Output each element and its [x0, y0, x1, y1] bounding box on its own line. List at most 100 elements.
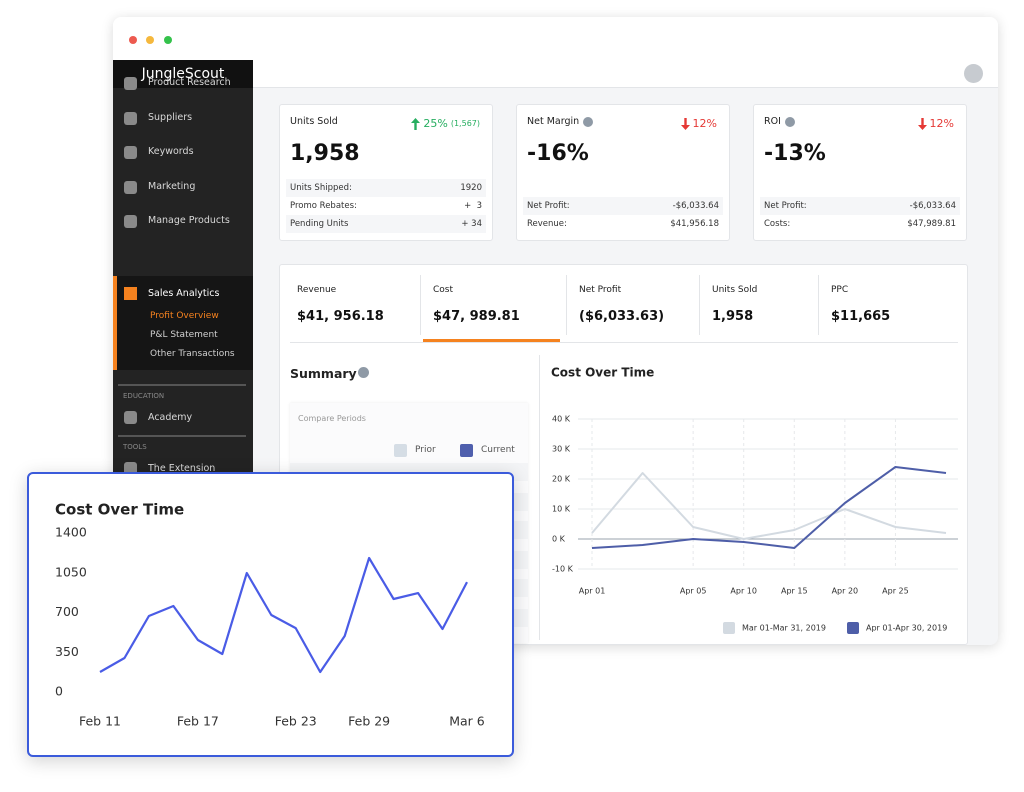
trend-arrow	[680, 117, 690, 130]
kpi-card: Units Sold 25% (1,567) 1,958 Units Shipped: 1…	[279, 104, 493, 241]
nav-item[interactable]: Manage Products	[148, 215, 230, 226]
kpi-title: ROI	[764, 116, 795, 127]
row-value: -$6,033.64	[672, 201, 719, 211]
kpi-card: Net Margin 12% -16% Net Profit: -$6,033.64 Re…	[516, 104, 730, 241]
section-heading: EDUCATION	[123, 392, 165, 400]
row-value: 1920	[460, 183, 482, 193]
y-tick-label: 0 K	[552, 535, 566, 544]
x-tick-label: Feb 17	[177, 714, 219, 729]
nav-subitem[interactable]: Other Transactions	[150, 349, 235, 359]
legend-label: Prior	[415, 445, 436, 455]
tab-label[interactable]: Net Profit	[579, 285, 622, 295]
kpi-change: 25% (1,567)	[411, 117, 480, 130]
tab-label[interactable]: Revenue	[297, 285, 337, 295]
nav-icon	[124, 180, 137, 194]
nav-subitem[interactable]: P&L Statement	[150, 330, 218, 340]
overlay-card: Cost Over Time 0 350 700 1050 1400 Feb 11 Feb 1…	[27, 472, 514, 757]
arrow-shape	[680, 117, 690, 130]
kpi-value: -16%	[527, 141, 589, 166]
y-tick-label: 0	[55, 684, 63, 699]
kpi-row: Net Profit: -$6,033.64	[523, 197, 723, 215]
tab-divider	[566, 275, 567, 335]
tab-value[interactable]: 1,958	[712, 309, 754, 324]
help-icon[interactable]	[358, 367, 369, 378]
nav-icon	[124, 146, 137, 159]
x-tick-label: Apr 05	[680, 587, 707, 596]
x-tick-label: Feb 29	[348, 714, 390, 729]
kpi-row: Pending Units + 34	[286, 215, 486, 233]
nav-item[interactable]: Sales Analytics	[148, 288, 220, 299]
tab-value[interactable]: $11,665	[831, 309, 891, 324]
nav-subitem[interactable]: Profit Overview	[150, 311, 219, 321]
trend-arrow	[917, 117, 927, 130]
x-tick-label: Feb 11	[79, 714, 121, 729]
legend-swatch	[723, 622, 735, 634]
kpi-change: 12%	[680, 117, 717, 130]
kpi-change: 12%	[917, 117, 954, 130]
series-line	[591, 466, 947, 549]
title-bar	[113, 17, 998, 60]
change-value: 12%	[929, 117, 954, 130]
x-tick-label: Apr 20	[832, 587, 859, 596]
row-label: Pending Units	[290, 219, 349, 229]
tab-label[interactable]: Cost	[433, 285, 454, 295]
summary-title: Summary	[290, 366, 357, 381]
series-line	[591, 472, 947, 540]
row-value: + 3	[464, 201, 482, 211]
row-value: -$6,033.64	[909, 201, 956, 211]
row-value: + 34	[461, 219, 482, 229]
column-divider	[539, 355, 540, 640]
tab-divider	[699, 275, 700, 335]
help-icon[interactable]	[784, 116, 795, 127]
nav-item[interactable]: The Extension	[148, 463, 216, 474]
change-value: 12%	[692, 117, 717, 130]
close-dot[interactable]	[129, 36, 137, 44]
y-tick-label: 20 K	[552, 475, 571, 484]
chart-title: Cost Over Time	[551, 366, 654, 380]
avatar[interactable]	[964, 64, 983, 83]
tab-divider	[420, 275, 421, 335]
minimize-dot[interactable]	[146, 36, 154, 44]
y-tick-label: 1050	[55, 564, 87, 579]
row-label: Net Profit:	[764, 201, 807, 211]
legend-swatch	[460, 444, 473, 457]
trend-arrow	[411, 117, 421, 130]
help-icon[interactable]	[583, 116, 594, 127]
tab-value[interactable]: ($6,033.63)	[579, 309, 665, 324]
kpi-row: Revenue: $41,956.18	[523, 215, 723, 233]
maximize-dot[interactable]	[164, 36, 172, 44]
series-line	[99, 556, 468, 674]
row-label: Units Shipped:	[290, 183, 352, 193]
tab-label[interactable]: Units Sold	[712, 285, 758, 295]
kpi-card: ROI 12% -13% Net Profit: -$6,033.64 Costs: $47…	[753, 104, 967, 241]
kpi-title: Units Sold	[290, 116, 338, 127]
y-tick-label: 10 K	[552, 505, 571, 514]
x-tick-label: Apr 10	[730, 587, 757, 596]
tab-divider	[818, 275, 819, 335]
kpi-row: Net Profit: -$6,033.64	[760, 197, 960, 215]
change-detail: (1,567)	[450, 119, 480, 128]
tab-value[interactable]: $47, 989.81	[433, 309, 520, 324]
nav-item[interactable]: Keywords	[148, 146, 194, 157]
brand[interactable]: JungleScout	[113, 60, 253, 88]
kpi-value: -13%	[764, 141, 826, 166]
kpi-value: 1,958	[290, 141, 360, 166]
nav-item[interactable]: Suppliers	[148, 111, 193, 123]
kpi-row: Units Shipped: 1920	[286, 179, 486, 197]
y-tick-label: -10 K	[552, 565, 574, 574]
legend-swatch	[394, 444, 407, 457]
y-tick-label: 350	[55, 644, 79, 659]
divider	[118, 435, 246, 437]
nav-icon	[124, 77, 137, 90]
tab-label[interactable]: PPC	[831, 285, 849, 295]
nav-icon	[124, 287, 137, 300]
nav-item[interactable]: Marketing	[148, 180, 196, 192]
nav-item[interactable]: Academy	[148, 412, 193, 423]
row-label: Net Profit:	[527, 201, 570, 211]
tab-value[interactable]: $41, 956.18	[297, 309, 384, 324]
nav-item[interactable]: Product Research	[148, 77, 231, 88]
arrow-shape	[917, 117, 927, 130]
arrow-shape	[411, 117, 421, 130]
nav-icon	[124, 411, 137, 424]
